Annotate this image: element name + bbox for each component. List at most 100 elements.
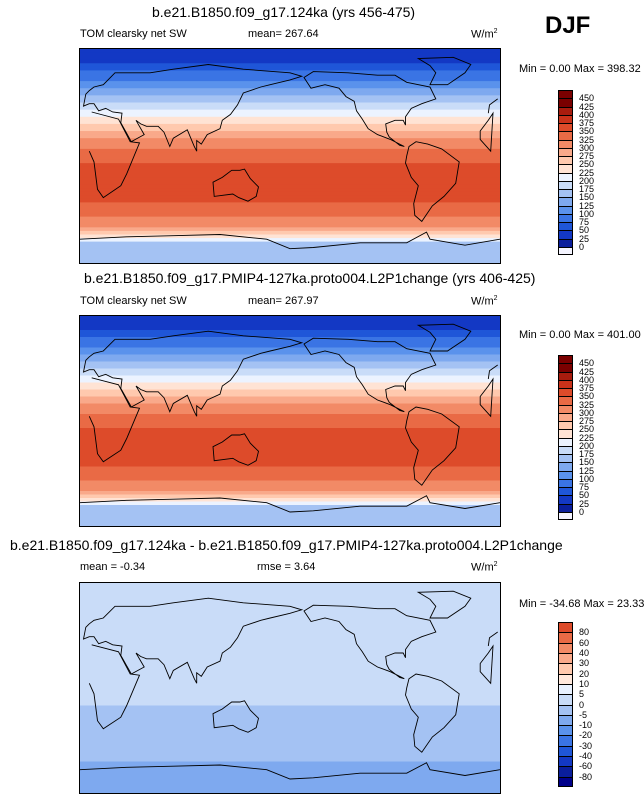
- latitude-band: [80, 241, 500, 246]
- colorbar-swatch: [558, 147, 573, 156]
- colorbar-swatch: [558, 246, 573, 255]
- colorbar-tick-label: 50: [579, 225, 590, 236]
- colorbar-swatch: [558, 725, 573, 736]
- latitude-band: [80, 123, 500, 129]
- latitude-band: [80, 375, 500, 380]
- latitude-band: [80, 120, 500, 125]
- colorbar-swatch: [558, 172, 573, 181]
- latitude-band: [80, 180, 500, 186]
- latitude-band: [80, 656, 500, 661]
- colorbar-tick-label: 175: [579, 449, 595, 459]
- colorbar-tick-label: -5: [579, 709, 588, 720]
- colorbar-tick-label: 20: [579, 668, 590, 679]
- latitude-band: [80, 351, 500, 356]
- colorbar-tick-label: 0: [579, 506, 585, 517]
- colorbar-swatch: [558, 470, 573, 479]
- colorbar-tick-label: 75: [579, 482, 590, 492]
- colorbar-swatch: [558, 454, 573, 463]
- latitude-band: [80, 737, 500, 742]
- coastline: [79, 762, 501, 780]
- latitude-band: [80, 709, 500, 714]
- colorbar-swatch: [558, 429, 573, 438]
- latitude-band: [80, 621, 500, 626]
- latitude-band: [80, 98, 500, 104]
- latitude-band: [80, 255, 500, 261]
- panel-1-minmax: Min = 0.00 Max = 398.32: [519, 63, 641, 75]
- latitude-band: [80, 148, 500, 154]
- latitude-band: [80, 445, 500, 450]
- colorbar-swatch: [558, 404, 573, 413]
- latitude-band: [80, 435, 500, 440]
- colorbar-swatch: [558, 745, 573, 757]
- latitude-band: [80, 730, 500, 735]
- colorbar-tick-label: -60: [579, 761, 593, 772]
- latitude-band: [80, 91, 500, 96]
- colorbar-swatch: [558, 766, 573, 777]
- colorbar-swatch: [558, 437, 573, 446]
- latitude-band: [80, 95, 500, 100]
- colorbar-swatch: [558, 503, 573, 512]
- panel-2-colorbar: 0 25 50 75 100 125 150 175 200 225 250 275 300 325 350…: [558, 355, 618, 520]
- latitude-band: [80, 684, 500, 689]
- panel-3-map: [79, 582, 501, 794]
- coastline: [79, 495, 501, 513]
- latitude-band: [80, 84, 500, 89]
- panel-3-title: b.e21.B1850.f09_g17.124ka - b.e21.B1850.…: [10, 537, 563, 553]
- latitude-band: [80, 389, 500, 394]
- latitude-band: [80, 156, 500, 161]
- panel-3-map-svg: [79, 583, 501, 794]
- latitude-band: [80, 723, 500, 728]
- latitude-band: [80, 195, 500, 200]
- panel-2-minmax: Min = 0.00 Max = 401.00: [519, 329, 641, 341]
- colorbar-swatch: [558, 694, 573, 705]
- latitude-band: [80, 141, 500, 146]
- latitude-band: [80, 252, 500, 257]
- colorbar-swatch: [558, 98, 573, 107]
- latitude-band: [80, 487, 500, 492]
- coastline: [212, 433, 259, 466]
- colorbar-swatch: [558, 487, 573, 496]
- colorbar-tick-label: 275: [579, 151, 595, 161]
- latitude-band: [80, 330, 500, 335]
- latitude-band: [80, 463, 500, 468]
- colorbar-tick-label: 400: [579, 109, 595, 120]
- coastline: [212, 700, 259, 733]
- colorbar-tick-label: 425: [579, 101, 595, 112]
- panel-3-rmse-label: rmse = 3.64: [257, 561, 316, 573]
- latitude-band: [80, 642, 500, 647]
- colorbar-swatch: [558, 222, 573, 231]
- latitude-band: [80, 586, 500, 591]
- panel-3-mean-label: mean = -0.34: [80, 561, 146, 573]
- latitude-band: [80, 113, 500, 118]
- latitude-band: [80, 361, 500, 366]
- latitude-band: [80, 779, 500, 784]
- colorbar-tick-label: 200: [579, 175, 595, 186]
- colorbar-swatch: [558, 213, 573, 222]
- latitude-band: [80, 758, 500, 763]
- latitude-band: [80, 649, 500, 654]
- colorbar-tick-label: -30: [579, 740, 593, 751]
- colorbar-swatch: [558, 421, 573, 430]
- colorbar-tick-label: 300: [579, 407, 595, 418]
- coastline: [416, 56, 472, 86]
- coastline: [88, 377, 494, 463]
- latitude-band: [80, 501, 500, 506]
- colorbar-swatch: [558, 776, 573, 787]
- colorbar-tick-label: 0: [579, 241, 585, 252]
- latitude-band: [80, 515, 500, 520]
- colorbar-swatch: [558, 683, 573, 695]
- latitude-band: [80, 494, 500, 499]
- latitude-band: [80, 583, 500, 588]
- latitude-band: [80, 354, 500, 359]
- latitude-band: [80, 205, 500, 211]
- latitude-band: [80, 786, 500, 791]
- latitude-band: [80, 480, 500, 485]
- colorbar-tick-label: 25: [579, 233, 590, 244]
- colorbar-tick-label: -20: [579, 730, 593, 741]
- latitude-band: [80, 216, 500, 221]
- colorbar-swatch: [558, 756, 573, 767]
- latitude-band: [80, 213, 500, 218]
- latitude-band: [80, 340, 500, 345]
- colorbar-tick-label: 175: [579, 184, 595, 194]
- panel-2-mean-label: mean= 267.97: [248, 295, 319, 307]
